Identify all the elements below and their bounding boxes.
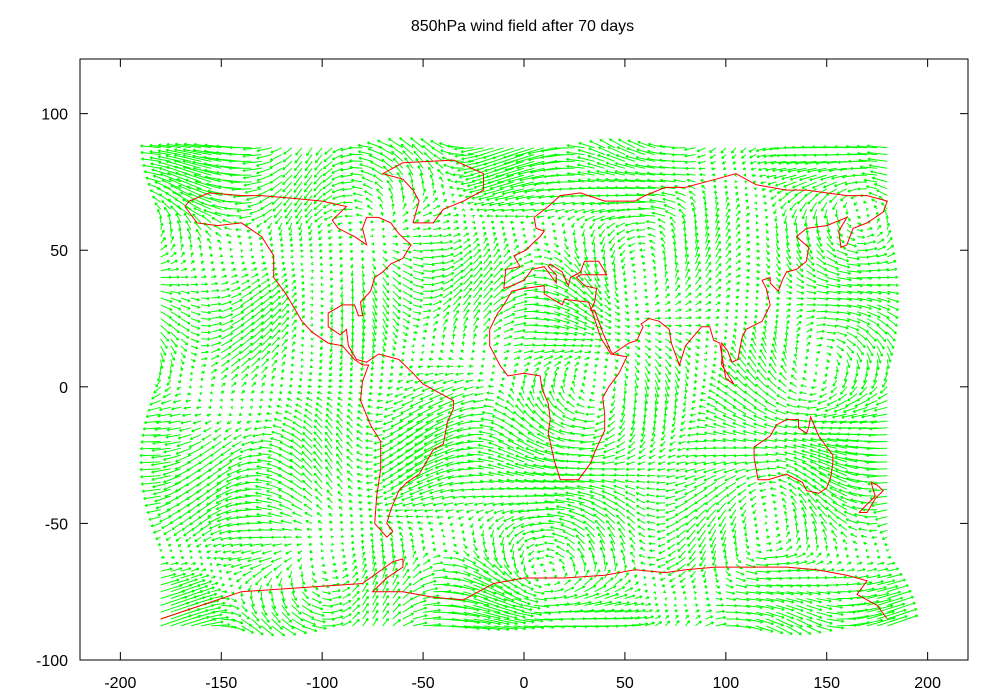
coastline-0 [184,192,454,538]
x-tick-label: 0 [520,675,529,692]
y-tick-label: 100 [41,107,68,124]
axes-layer: -200 -150 -100 -50 0 50 100 150 200 -100 -50 0 50 100 [36,59,968,692]
wind-vector-arrows [139,137,919,637]
x-tick-label: 150 [813,675,840,692]
y-tick-label: 50 [50,243,68,260]
x-tick-label: 50 [616,675,634,692]
y-tick-label: -100 [36,653,68,670]
x-tick-label: -150 [205,675,237,692]
coastline-5 [858,481,884,513]
coastline-1 [381,159,485,224]
chart-title: 850hPa wind field after 70 days [410,18,635,35]
x-tick-label: 200 [914,675,941,692]
y-tick-label: -50 [45,516,68,533]
coastline-layer [160,159,888,620]
coastline-2 [503,173,888,385]
wind-vectors-layer [139,137,919,637]
x-tick-label: -200 [104,675,136,692]
coastline-6 [160,558,888,620]
coastline-4 [753,415,834,494]
x-tick-label: -100 [306,675,338,692]
y-tick-label: 0 [59,380,68,397]
x-tick-label: 100 [712,675,739,692]
x-tick-label: -50 [412,675,435,692]
coastline-3 [489,285,628,481]
